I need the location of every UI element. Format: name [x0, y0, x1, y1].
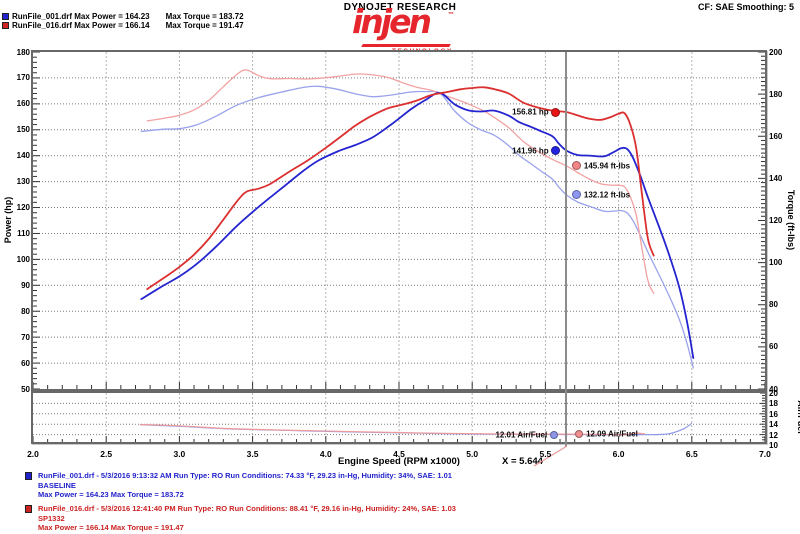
airfuel-curves: [33, 393, 765, 442]
torque-axis-tick-label: 160: [769, 131, 783, 141]
power-axis-tick-label: 150: [16, 125, 30, 135]
annotation-dot: [551, 107, 561, 117]
run-max-line: Max Power = 166.14 Max Torque = 191.47: [38, 523, 184, 532]
annotation-label: 12.01 Air/Fuel: [495, 430, 548, 440]
torque-axis-tick-label: 180: [769, 89, 783, 99]
power-axis-tick-label: 70: [21, 332, 30, 342]
annotation-label: 141.96 hp: [512, 146, 549, 156]
torque-axis-tick-label: 140: [769, 173, 783, 183]
power-axis-tick-label: 180: [16, 47, 30, 57]
x-axis-tick-label: 7.0: [759, 449, 771, 459]
curve-runfile-016-power-hp-: [146, 86, 655, 290]
x-axis-tick-label: 4.0: [319, 449, 332, 459]
run-color-swatch: [25, 472, 32, 480]
annotation-dot: [551, 146, 561, 156]
curve-runfile-001-torque-ft-lbs-: [140, 85, 694, 369]
torque-axis-tick-label: 200: [769, 47, 783, 57]
legend-text: RunFile_016.drf Max Power = 166.14 Max To…: [12, 21, 244, 30]
cursor-line[interactable]: [565, 52, 568, 447]
annotation-dot: [572, 190, 582, 200]
power-axis-tick-label: 90: [21, 280, 30, 290]
annotation-label: 145.94 ft-lbs: [583, 161, 631, 171]
x-axis-tick-label: 5.0: [466, 449, 479, 459]
run-info-line: RunFile_016.drf - 5/3/2016 12:41:40 PM R…: [38, 504, 456, 513]
legend-color-swatch: [2, 22, 9, 29]
airfuel-axis-tick-label: 18: [769, 399, 778, 409]
power-torque-curves: [33, 52, 765, 389]
x-axis-tick-label: 4.5: [393, 449, 405, 459]
x-axis-tick-label: 6.5: [685, 449, 698, 459]
legend-text: RunFile_001.drf Max Power = 164.23 Max To…: [12, 12, 244, 21]
airfuel-axis-title: Air/Fuel: [796, 400, 800, 434]
run-name-line: BASELINE: [38, 481, 76, 490]
power-axis-tick-label: 100: [16, 254, 30, 264]
annotation-label: 156.81 hp: [512, 107, 549, 117]
run-name-line: SP1332: [38, 514, 65, 523]
power-torque-plot: [31, 50, 767, 391]
torque-axis-title: Torque (ft-lbs): [786, 189, 796, 251]
cursor-x-value: X = 5.644: [502, 456, 543, 467]
torque-axis-tick-label: 40: [769, 384, 778, 394]
annotation-label: 132.12 ft-lbs: [583, 190, 631, 200]
run-max-line: Max Power = 164.23 Max Torque = 183.72: [38, 490, 184, 499]
annotation-label: 12.09 Air/Fuel: [586, 429, 638, 439]
curve-runfile-016-air-fuel: [139, 423, 646, 436]
annotation-dot: [575, 430, 584, 439]
power-axis-tick-label: 160: [16, 99, 30, 109]
airfuel-plot: [31, 391, 767, 444]
airfuel-axis-tick-label: 12: [769, 430, 778, 440]
airfuel-axis-tick-label: 14: [769, 420, 778, 430]
correction-smoothing-label: CF: SAE Smoothing: 5: [698, 2, 794, 12]
power-axis-tick-label: 80: [21, 306, 30, 316]
run-info-line: RunFile_001.drf - 5/3/2016 9:13:32 AM Ru…: [38, 471, 452, 480]
injen-logo: injen ™ TECHNOLOGY: [352, 2, 462, 55]
curve-runfile-001-power-hp-: [140, 92, 695, 359]
x-axis-tick-label: 2.0: [27, 449, 39, 459]
torque-axis-tick-label: 80: [769, 300, 778, 310]
annotation-dot: [572, 161, 582, 171]
power-axis-tick-label: 60: [21, 358, 30, 368]
annotation-dot: [550, 430, 559, 439]
x-axis-tick-label: 3.0: [173, 449, 186, 459]
power-axis-tick-label: 140: [16, 151, 30, 161]
torque-axis-tick-label: 60: [769, 342, 778, 352]
power-axis-tick-label: 120: [16, 203, 30, 213]
power-axis-tick-label: 110: [17, 228, 30, 238]
airfuel-axis-tick-label: 10: [769, 441, 778, 450]
x-axis-tick-label: 3.5: [246, 449, 259, 459]
x-axis-title: Engine Speed (RPM x1000): [338, 456, 460, 467]
trademark-symbol: ™: [448, 12, 454, 18]
run-color-swatch: [25, 505, 32, 513]
torque-axis-tick-label: 100: [769, 258, 783, 268]
airfuel-axis-tick-label: 20: [769, 389, 778, 398]
x-axis-tick-label: 6.0: [612, 449, 625, 459]
page-title: DYNOJET RESEARCH: [343, 2, 457, 13]
x-axis-tick-label: 5.5: [539, 449, 552, 459]
curve-runfile-016-torque-ft-lbs-: [146, 69, 655, 295]
legend-color-swatch: [2, 13, 9, 20]
power-axis-tick-label: 170: [16, 73, 30, 83]
injen-logo-text: injen: [352, 2, 432, 41]
power-axis-tick-label: 50: [21, 384, 30, 394]
logo-underline: [361, 44, 451, 47]
airfuel-axis-tick-label: 16: [769, 409, 778, 419]
power-axis-tick-label: 130: [16, 177, 30, 187]
torque-axis-tick-label: 120: [769, 216, 783, 225]
x-axis-tick-label: 2.5: [100, 449, 113, 459]
